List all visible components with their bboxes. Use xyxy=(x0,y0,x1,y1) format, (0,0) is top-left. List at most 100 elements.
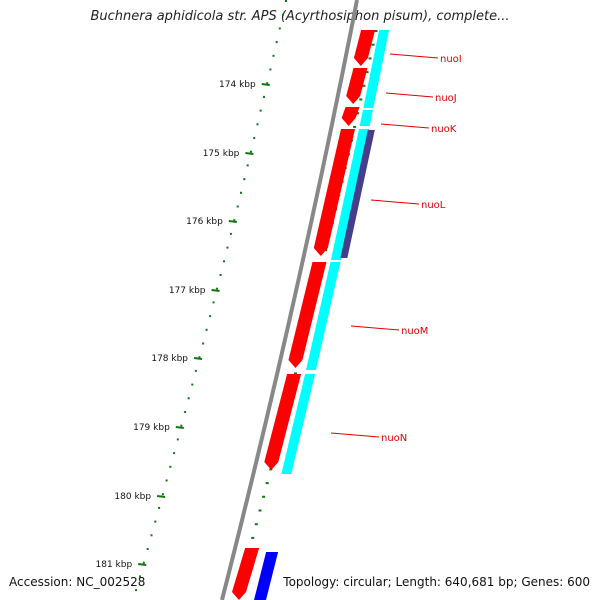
outer-tick xyxy=(294,372,297,375)
gene-bar xyxy=(363,30,390,108)
minor-tick xyxy=(219,274,222,276)
tick-label: 174 kbp xyxy=(219,80,256,90)
minor-tick xyxy=(285,0,287,2)
tick-label: 181 kbp xyxy=(96,560,133,570)
minor-tick xyxy=(223,260,225,263)
minor-tick xyxy=(194,369,197,372)
gene-bar-blue xyxy=(254,552,279,600)
gene-label: nuoK xyxy=(431,124,457,135)
outer-tick xyxy=(251,536,255,539)
tick-label: 179 kbp xyxy=(133,423,170,433)
tick-label: 175 kbp xyxy=(203,149,240,159)
tick-label: 177 kbp xyxy=(169,286,206,296)
minor-tick xyxy=(202,342,205,345)
minor-tick xyxy=(229,232,232,235)
gene-label-line xyxy=(389,53,439,59)
minor-tick xyxy=(142,561,145,564)
minor-tick xyxy=(259,109,262,112)
minor-tick xyxy=(256,123,259,126)
major-tick xyxy=(156,495,166,498)
minor-tick xyxy=(269,68,272,71)
backbone-line xyxy=(220,0,359,600)
minor-tick xyxy=(146,548,149,550)
tick-label: 180 kbp xyxy=(114,492,151,502)
major-tick xyxy=(175,426,184,429)
gene-arrow xyxy=(313,129,356,256)
gene-label: nuoM xyxy=(401,326,428,337)
gene-bar-other xyxy=(340,130,375,258)
gene-arrow xyxy=(288,262,327,368)
gene-label: nuoN xyxy=(381,433,407,444)
gene-arrow xyxy=(346,68,368,104)
minor-tick xyxy=(191,383,194,386)
minor-tick xyxy=(243,178,246,181)
gene-label-line xyxy=(330,432,380,438)
major-tick xyxy=(211,289,220,292)
minor-tick xyxy=(169,465,172,468)
outer-tick xyxy=(353,125,357,128)
minor-tick xyxy=(198,356,201,359)
gene-label: nuoI xyxy=(440,54,462,65)
minor-tick xyxy=(250,150,252,153)
gene-label-line xyxy=(370,199,420,205)
tick-label: 178 kbp xyxy=(151,354,188,364)
gene-arrow xyxy=(353,30,376,66)
minor-tick xyxy=(233,219,236,222)
minor-tick xyxy=(209,315,212,318)
outer-tick xyxy=(356,112,360,115)
minor-tick xyxy=(281,13,284,16)
minor-tick xyxy=(173,452,176,455)
genome-summary-text: Topology: circular; Length: 640,681 bp; … xyxy=(283,575,590,589)
accession-text: Accession: NC_002528 xyxy=(9,575,146,589)
major-tick xyxy=(228,220,237,223)
major-tick xyxy=(193,357,203,360)
minor-tick xyxy=(165,479,168,482)
minor-tick xyxy=(226,246,229,249)
outer-tick xyxy=(254,523,258,526)
minor-tick xyxy=(139,575,141,578)
minor-tick xyxy=(161,493,164,496)
minor-tick xyxy=(158,506,161,509)
minor-tick xyxy=(184,411,187,413)
map-title: Buchnera aphidicola str. APS (Acyrthosip… xyxy=(90,9,510,24)
outer-tick xyxy=(258,509,262,512)
outer-tick xyxy=(368,57,372,60)
gene-arrow xyxy=(232,548,260,600)
gene-label-line xyxy=(385,92,434,98)
gene-arrow xyxy=(341,107,360,126)
outer-tick xyxy=(262,495,266,498)
minor-tick xyxy=(187,397,190,400)
gene-arrow xyxy=(264,374,302,470)
outer-tick xyxy=(371,43,375,46)
major-tick xyxy=(261,83,270,86)
major-tick xyxy=(245,152,254,155)
minor-tick xyxy=(263,95,265,98)
gene-bar xyxy=(306,262,341,370)
outer-tick xyxy=(265,482,269,485)
minor-tick xyxy=(240,191,242,194)
minor-tick xyxy=(246,164,249,167)
gene-label: nuoL xyxy=(421,200,446,211)
tick-label: 176 kbp xyxy=(186,217,223,227)
outer-tick xyxy=(374,30,378,32)
gene-label-line xyxy=(350,325,400,331)
gene-bar xyxy=(281,374,316,474)
minor-tick xyxy=(272,54,275,57)
minor-tick xyxy=(278,27,281,30)
outer-tick xyxy=(359,98,363,101)
outer-tick xyxy=(362,84,366,87)
gene-label: nuoJ xyxy=(435,93,457,104)
minor-tick xyxy=(266,82,269,85)
gene-bar xyxy=(359,110,373,126)
minor-tick xyxy=(212,301,215,304)
minor-tick xyxy=(236,205,239,208)
minor-tick xyxy=(205,328,208,331)
gene-label-line xyxy=(380,123,430,129)
minor-tick xyxy=(150,534,153,537)
minor-tick xyxy=(154,520,157,523)
minor-tick xyxy=(216,287,219,290)
minor-tick xyxy=(275,41,278,44)
outer-tick xyxy=(365,71,369,74)
major-tick xyxy=(138,563,147,566)
minor-tick xyxy=(135,589,138,592)
